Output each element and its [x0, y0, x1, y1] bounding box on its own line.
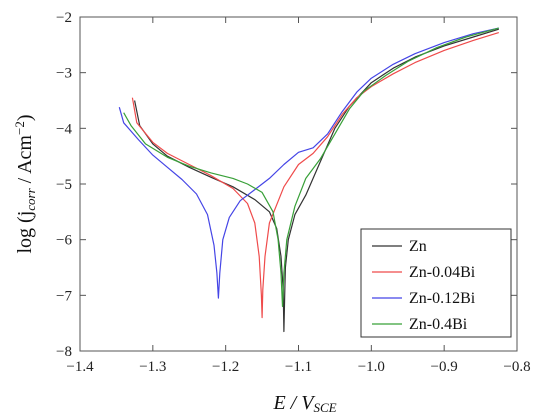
- y-tick-label: −4: [56, 121, 72, 137]
- x-tick-label: −0.9: [431, 359, 458, 375]
- x-tick-label: −1.0: [358, 359, 385, 375]
- x-tick-label: −0.8: [503, 359, 530, 375]
- x-tick-label: −1.4: [66, 359, 94, 375]
- y-tick-label: −2: [56, 10, 72, 26]
- series-line-zn-0-12bi: [118, 27, 499, 299]
- x-tick-label: −1.1: [285, 359, 312, 375]
- legend-item-zn-0-4bi: Zn-0.4Bi: [372, 316, 468, 333]
- legend-label-zn-0-4bi: Zn-0.4Bi: [409, 316, 468, 333]
- y-tick-label: −6: [56, 233, 72, 249]
- x-tick-label: −1.3: [139, 359, 166, 375]
- y-tick-label: −7: [56, 288, 72, 304]
- y-tick-label: −3: [56, 66, 72, 82]
- legend-box: [360, 228, 512, 338]
- legend-item-zn-0-12bi: Zn-0.12Bi: [372, 290, 476, 307]
- series-line-zn-0-4bi: [123, 27, 499, 308]
- legend-label-zn-0-04bi: Zn-0.04Bi: [409, 264, 476, 281]
- series-group: [118, 27, 499, 333]
- x-axis-title: E / VSCE: [272, 392, 336, 415]
- legend-label-zn: Zn: [409, 238, 427, 255]
- y-tick-label: −5: [56, 177, 72, 193]
- axis-ticks: −1.4 −1.3 −1.2 −1.1 −1.0 −0.9 −0.8 −8 −7 −6 −5 −4 −3…: [56, 10, 531, 375]
- series-line-zn: [134, 28, 499, 333]
- y-axis-title: log (jcorr / Acm−2): [12, 114, 38, 253]
- legend-item-zn-0-04bi: Zn-0.04Bi: [372, 264, 476, 281]
- y-tick-label: −8: [56, 344, 72, 360]
- legend: Zn Zn-0.04Bi Zn-0.12Bi Zn-0.4Bi: [360, 228, 512, 338]
- legend-label-zn-0-12bi: Zn-0.12Bi: [409, 290, 476, 307]
- legend-item-zn: Zn: [372, 238, 427, 255]
- x-tick-label: −1.2: [212, 359, 239, 375]
